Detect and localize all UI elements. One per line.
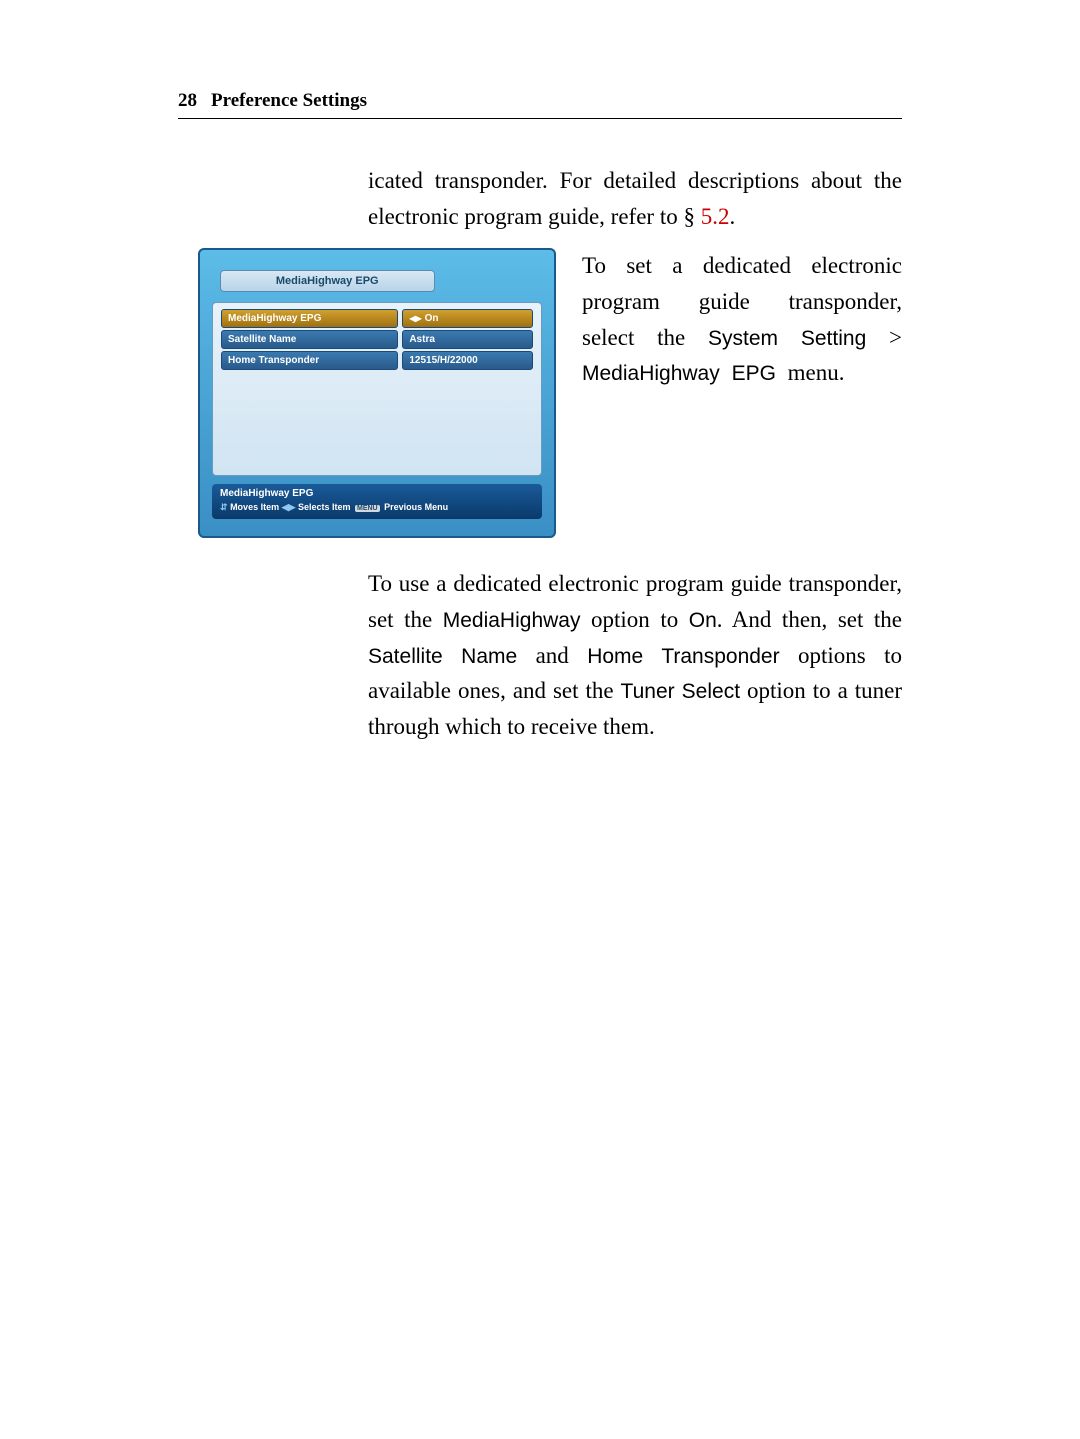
- arrows-icon: ◀▶: [409, 314, 421, 323]
- row-label: MediaHighway EPG: [221, 309, 398, 328]
- ui-term: On: [689, 609, 717, 632]
- ui-term: MediaHighway: [443, 609, 581, 632]
- hint-moves: Moves Item: [230, 502, 279, 512]
- setting-row[interactable]: Home Transponder 12515/H/22000: [221, 351, 533, 370]
- setting-row[interactable]: MediaHighway EPG ◀▶ On: [221, 309, 533, 328]
- leftright-icon: ◀▶: [282, 502, 298, 512]
- row-value[interactable]: ◀▶ On: [402, 309, 533, 328]
- row-label: Satellite Name: [221, 330, 398, 349]
- text: and: [517, 643, 587, 668]
- hint-selects: Selects Item: [298, 502, 351, 512]
- text: >: [866, 325, 902, 350]
- value-text: On: [425, 313, 439, 324]
- row-label: Home Transponder: [221, 351, 398, 370]
- text: . And then, set the: [717, 607, 902, 632]
- text: option to: [580, 607, 688, 632]
- screenshot-footer: MediaHighway EPG ⇵ Moves Item ◀▶ Selects…: [212, 484, 542, 519]
- screenshot-panel: MediaHighway EPG ◀▶ On Satellite Name Ast…: [212, 302, 542, 476]
- ui-term: Satellite Name: [368, 645, 517, 668]
- screenshot-title: MediaHighway EPG: [220, 270, 435, 292]
- text: menu.: [776, 360, 845, 385]
- menu-badge-icon: MENU: [355, 505, 380, 512]
- footer-hints: ⇵ Moves Item ◀▶ Selects Item MENU Previo…: [220, 502, 534, 513]
- ui-term: Home Transponder: [587, 645, 779, 668]
- page-number: 28: [178, 90, 197, 112]
- paragraph-intro: icated transponder. For detailed descrip…: [368, 163, 902, 234]
- updown-icon: ⇵: [220, 502, 228, 512]
- setting-row[interactable]: Satellite Name Astra: [221, 330, 533, 349]
- text: .: [729, 204, 735, 229]
- page-header: 28 Preference Settings: [178, 90, 902, 119]
- ui-term: MediaHighway EPG: [582, 362, 776, 385]
- ui-term: Tuner Select: [621, 680, 740, 703]
- row-value[interactable]: Astra: [402, 330, 533, 349]
- row-value[interactable]: 12515/H/22000: [402, 351, 533, 370]
- section-ref-link[interactable]: 5.2: [701, 204, 730, 229]
- text: icated transponder. For detailed descrip…: [368, 168, 902, 229]
- paragraph-setmenu: To set a dedicated electronic program gu…: [582, 248, 902, 538]
- section-title: Preference Settings: [211, 90, 367, 112]
- hint-previous: Previous Menu: [384, 502, 448, 512]
- paragraph-usage: To use a dedicated electronic program gu…: [368, 566, 902, 744]
- settings-screenshot: MediaHighway EPG MediaHighway EPG ◀▶ On S…: [198, 248, 556, 538]
- footer-title: MediaHighway EPG: [220, 488, 534, 499]
- ui-term: System Setting: [708, 327, 866, 350]
